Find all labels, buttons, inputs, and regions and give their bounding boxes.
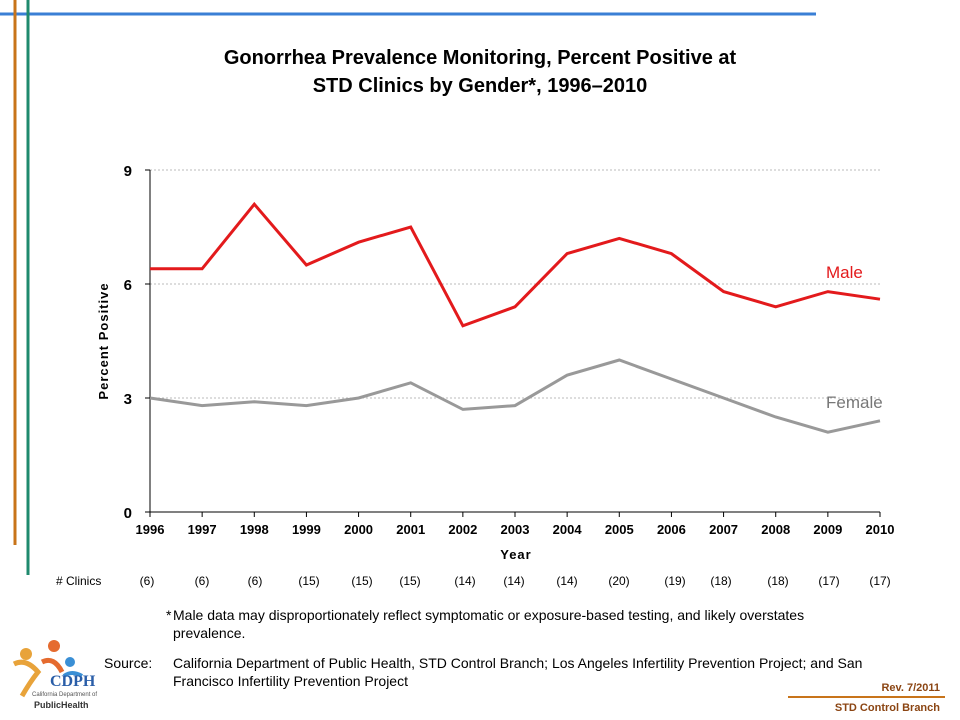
footnote-star: * xyxy=(166,607,172,623)
gridlines xyxy=(150,169,880,399)
revision-date: Rev. 7/2011 xyxy=(881,682,940,694)
y-tick-label: 3 xyxy=(124,391,132,408)
x-tick-label: 1996 xyxy=(136,522,165,537)
y-tick-label: 9 xyxy=(124,163,132,180)
cdph-logo: CDPH xyxy=(12,640,96,698)
x-tick-label: 2008 xyxy=(761,522,790,537)
source-label: Source: xyxy=(104,655,153,671)
clinic-count: (14) xyxy=(454,574,476,588)
clinic-count: (19) xyxy=(664,574,686,588)
footnote: * Male data may disproportionately refle… xyxy=(166,606,846,642)
logo-figure-2-icon xyxy=(48,640,60,652)
x-tick-label: 2010 xyxy=(866,522,895,537)
x-tick-label: 2000 xyxy=(344,522,373,537)
y-tick-label: 6 xyxy=(124,277,132,294)
clinic-count: (6) xyxy=(139,574,155,588)
tick-labels: 0 3 6 9 1996 1997 1998 1999 2000 2001 2002 2003 2004… xyxy=(124,163,895,537)
clinic-count: (20) xyxy=(608,574,630,588)
x-tick-label: 2005 xyxy=(605,522,634,537)
chart-title: Gonorrhea Prevalence Monitoring, Percent… xyxy=(120,44,840,100)
logo-caption: California Department of xyxy=(32,692,98,698)
y-axis-label: Percent Positive xyxy=(96,282,111,399)
clinic-count: (18) xyxy=(710,574,732,588)
logo-text: CDPH xyxy=(50,673,96,690)
x-tick-label: 2009 xyxy=(813,522,842,537)
clinics-label: # Clinics xyxy=(56,574,102,588)
x-tick-label: 1997 xyxy=(188,522,217,537)
axes xyxy=(145,169,881,517)
clinic-count: (15) xyxy=(351,574,373,588)
clinic-count: (18) xyxy=(767,574,789,588)
logo-org: PublicHealth xyxy=(34,700,89,710)
title-line-2: STD Clinics by Gender*, 1996–2010 xyxy=(312,75,648,97)
series-lines xyxy=(149,201,881,434)
clinic-count: (6) xyxy=(194,574,210,588)
x-tick-label: 1998 xyxy=(240,522,269,537)
branch-name: STD Control Branch xyxy=(834,702,940,714)
x-axis-label: Year xyxy=(500,547,531,562)
series-line-male xyxy=(150,201,881,328)
clinic-count: (17) xyxy=(818,574,840,588)
legend-male: Male xyxy=(826,263,863,282)
x-tick-label: 2004 xyxy=(553,522,583,537)
clinic-count: (14) xyxy=(503,574,525,588)
x-tick-label: 2007 xyxy=(709,522,738,537)
logo-figure-3-icon xyxy=(65,657,75,667)
footnote-text: Male data may disproportionately reflect… xyxy=(173,607,805,641)
x-tick-label: 2002 xyxy=(448,522,477,537)
series-line-female xyxy=(149,358,881,434)
y-tick-label: 0 xyxy=(124,505,132,522)
clinic-count: (15) xyxy=(399,574,421,588)
x-tick-label: 2006 xyxy=(657,522,686,537)
source-text: California Department of Public Health, … xyxy=(173,655,863,689)
x-tick-label: 2003 xyxy=(501,522,530,537)
clinic-count: (14) xyxy=(556,574,578,588)
title-line-1: Gonorrhea Prevalence Monitoring, Percent… xyxy=(223,47,737,69)
logo-figure-1-icon xyxy=(20,648,32,660)
x-tick-label: 2001 xyxy=(396,522,425,537)
legend-female: Female xyxy=(826,393,883,412)
clinic-count: (6) xyxy=(247,574,263,588)
clinic-count: (17) xyxy=(869,574,891,588)
clinic-count: (15) xyxy=(298,574,320,588)
x-tick-label: 1999 xyxy=(292,522,321,537)
